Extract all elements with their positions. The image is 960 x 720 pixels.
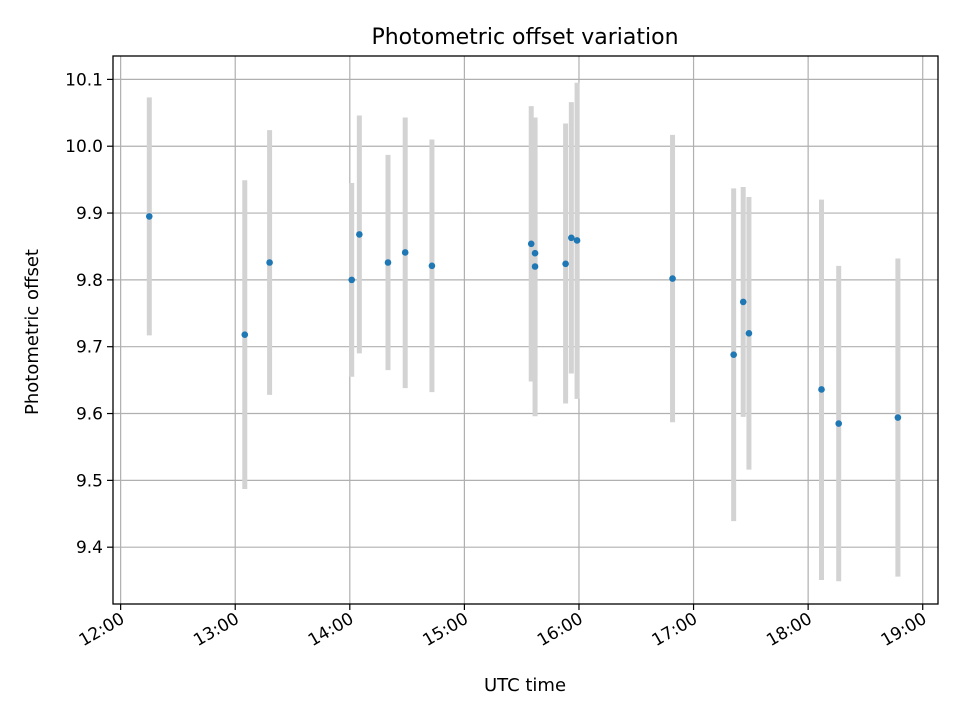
y-tick-label: 9.5 [76,471,103,491]
data-point [669,275,676,282]
data-point [356,231,363,238]
data-point [894,414,902,421]
y-tick-label: 9.8 [76,271,103,291]
data-point [573,237,581,244]
data-point [348,276,356,284]
y-tick-label: 10.0 [65,137,103,157]
data-point [401,249,409,256]
data-point [818,386,825,393]
data-point [145,213,153,220]
y-tick-label: 9.7 [76,338,103,358]
data-point [531,263,539,270]
data-point [730,351,737,359]
data-point [568,234,575,242]
y-tick-label: 10.1 [65,70,103,90]
data-point [562,260,569,268]
data-point [266,259,273,266]
x-axis-label: UTC time [484,675,566,696]
plot-frame [112,55,939,605]
data-point [835,420,842,427]
y-axis-label: Photometric offset [22,249,43,415]
data-point [241,331,249,338]
y-tick-label: 9.9 [76,204,103,224]
data-point [745,330,753,337]
data-point [384,259,392,266]
data-point [739,298,747,306]
data-point [428,262,436,270]
chart-title: Photometric offset variation [371,25,678,50]
y-tick-label: 9.6 [76,405,103,425]
data-points [145,213,902,427]
y-axis-ticks: 9.4 9.5 9.6 9.7 9.8 9.9 10.0 10.1 [65,70,113,558]
data-point [531,249,539,257]
y-tick-label: 9.4 [76,538,103,558]
data-point [527,240,535,248]
